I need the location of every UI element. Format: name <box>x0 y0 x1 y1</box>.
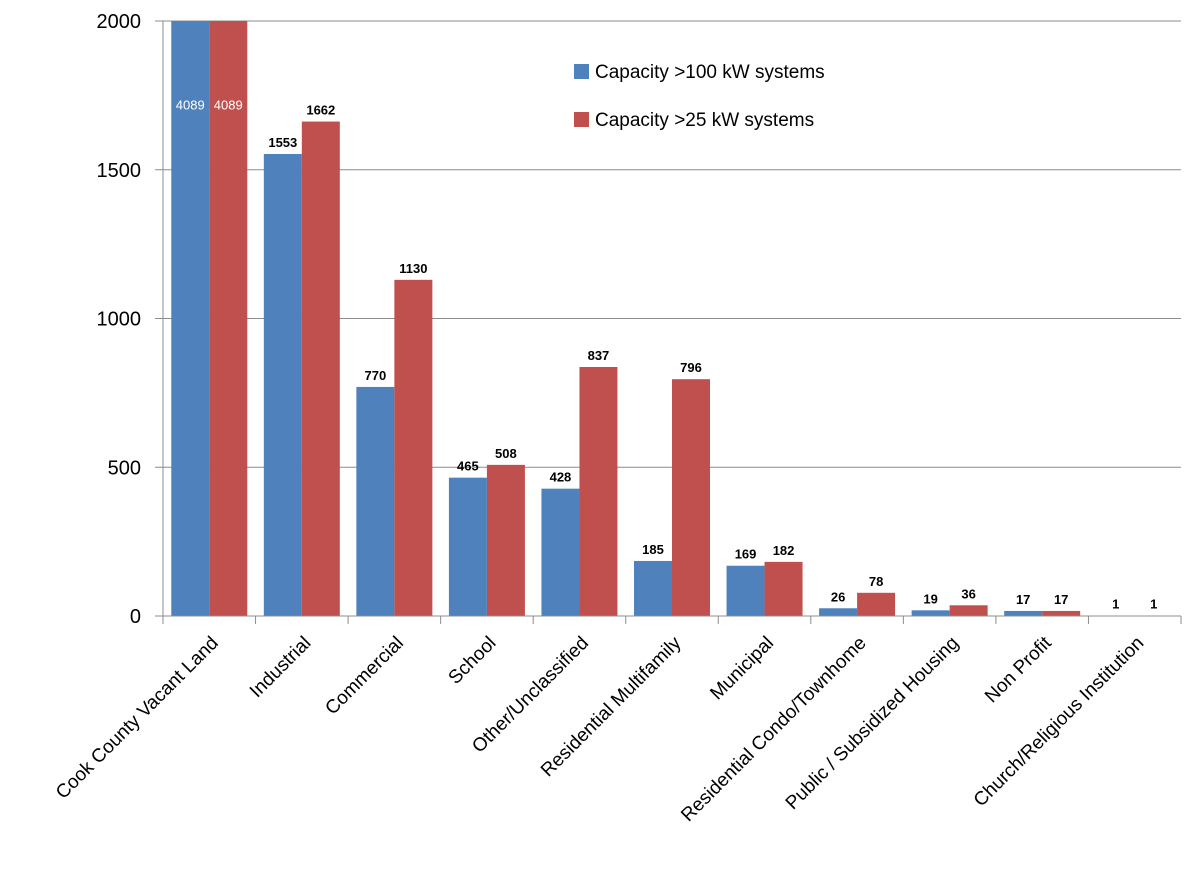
bar <box>209 21 248 616</box>
category-label: Cook County Vacant Land <box>52 633 223 804</box>
bar <box>486 464 525 616</box>
legend-swatch <box>574 112 589 127</box>
bar <box>726 565 765 616</box>
data-label: 796 <box>680 360 702 375</box>
data-label: 770 <box>365 368 387 383</box>
bar <box>541 488 580 616</box>
data-label: 169 <box>735 547 757 562</box>
bar <box>672 379 710 616</box>
bar <box>301 121 340 617</box>
category-label: Industrial <box>246 633 315 702</box>
data-label: 837 <box>588 348 610 363</box>
bar <box>171 21 210 616</box>
data-label: 428 <box>550 470 572 485</box>
bar <box>263 153 302 617</box>
y-tick-label: 0 <box>130 606 141 628</box>
y-tick-label: 1500 <box>97 160 142 182</box>
legend-label: Capacity >25 kW systems <box>595 110 814 131</box>
legend-label: Capacity >100 kW systems <box>595 62 825 83</box>
bar <box>579 366 618 616</box>
data-label: 185 <box>642 542 664 557</box>
bar <box>356 386 395 616</box>
bar <box>394 279 433 616</box>
data-label: 465 <box>457 459 479 474</box>
legend-swatch <box>574 64 589 79</box>
data-label: 1 <box>1150 597 1157 612</box>
category-label: Municipal <box>706 633 778 705</box>
data-label: 1662 <box>306 103 335 118</box>
category-label: Residential Condo/Townhome <box>677 633 870 826</box>
category-label: Public / Subsidized Housing <box>782 633 963 814</box>
data-label: 1130 <box>399 261 427 276</box>
data-label: 36 <box>961 586 975 601</box>
bar <box>448 477 487 616</box>
data-label: 1553 <box>268 135 297 150</box>
data-label: 508 <box>495 446 517 461</box>
bar <box>857 592 896 616</box>
category-label: Non Profit <box>981 632 1056 707</box>
bar <box>949 605 988 616</box>
category-label: Church/Religious Institution <box>970 633 1148 811</box>
data-label: 26 <box>831 589 845 604</box>
data-label: 19 <box>923 591 937 606</box>
data-label: 4089 <box>176 97 205 112</box>
bar <box>634 560 672 616</box>
bar <box>1004 610 1043 616</box>
bar <box>911 610 950 616</box>
bar <box>1042 610 1081 616</box>
category-label: School <box>445 633 501 689</box>
bar <box>764 561 803 616</box>
bar <box>819 608 858 616</box>
data-label: 17 <box>1054 592 1068 607</box>
y-tick-label: 1000 <box>97 309 142 331</box>
data-label: 78 <box>869 574 883 589</box>
y-tick-label: 2000 <box>97 11 142 33</box>
y-tick-label: 500 <box>108 457 141 479</box>
data-label: 17 <box>1016 592 1030 607</box>
data-label: 182 <box>773 543 795 558</box>
data-label: 4089 <box>214 97 243 112</box>
data-label: 1 <box>1112 597 1119 612</box>
category-label: Commercial <box>321 633 408 720</box>
